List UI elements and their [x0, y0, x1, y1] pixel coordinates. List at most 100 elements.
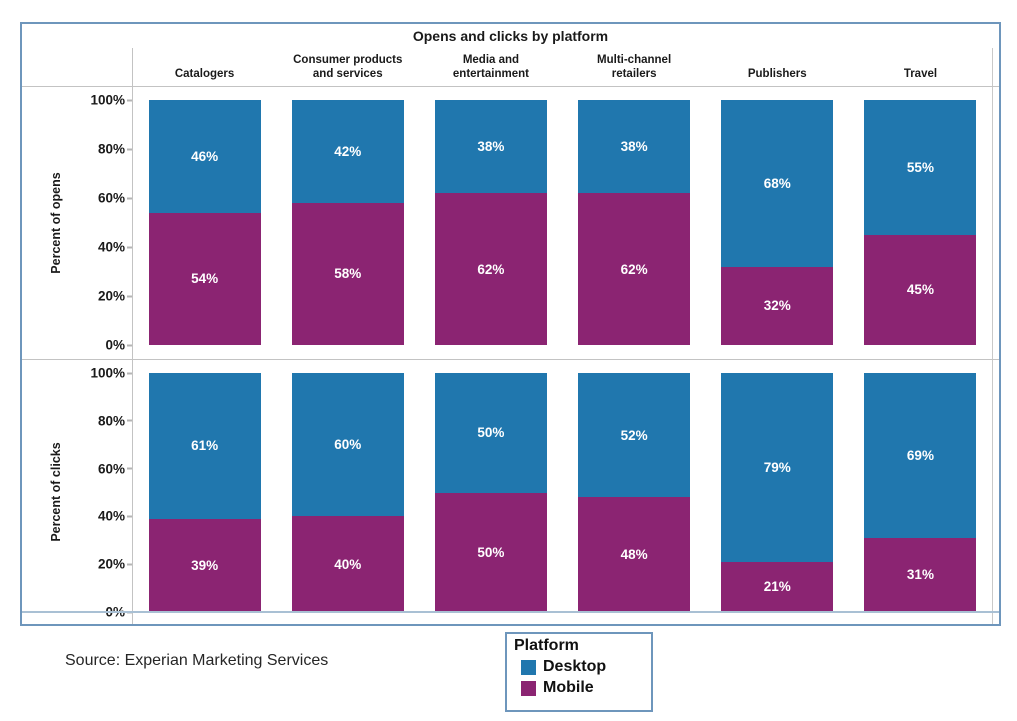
value-label: 68% [763, 175, 791, 191]
value-label: 52% [620, 427, 648, 443]
y-tick-label: 20% [97, 556, 125, 572]
mobile-color-swatch [521, 680, 536, 696]
y-tick-mark [127, 344, 132, 346]
y-tick-20: 20% [98, 557, 132, 572]
segment-desktop-catalogers: 61% [148, 373, 261, 519]
value-label: 40% [334, 556, 362, 572]
segment-mobile-catalogers: 54% [148, 212, 261, 345]
legend-box: Platform Desktop Mobile [505, 632, 653, 712]
segment-mobile-consumer-products-and-services: 40% [291, 516, 404, 612]
bar-column-publishers: 68% 32% [706, 100, 849, 345]
y-tick-label: 40% [97, 508, 125, 524]
value-label: 31% [906, 567, 934, 583]
value-label: 38% [620, 139, 648, 155]
bar-column-media-and-entertainment: 38% 62% [419, 100, 562, 345]
segment-mobile-travel: 31% [864, 537, 977, 612]
value-label: 45% [906, 282, 934, 298]
value-label: 62% [620, 261, 648, 277]
segment-mobile-multi-channel-retailers: 48% [578, 497, 691, 612]
y-tick-100: 100% [90, 366, 132, 381]
column-header-travel: Travel [903, 68, 938, 81]
bar-column-publishers: 79% 21% [706, 373, 849, 612]
value-label: 50% [477, 425, 505, 441]
bar-column-multi-channel-retailers: 52% 48% [563, 373, 706, 612]
bar-column-catalogers: 61% 39% [133, 373, 276, 612]
y-tick-label: 60% [97, 461, 125, 477]
bottom-axis-line [22, 611, 999, 613]
stacked-bar-multi-channel-retailers: 52% 48% [578, 373, 691, 612]
y-tick-label: 0% [105, 337, 125, 353]
value-label: 46% [191, 148, 219, 164]
value-label: 48% [620, 547, 648, 563]
segment-desktop-publishers: 79% [721, 373, 834, 562]
segment-desktop-multi-channel-retailers: 38% [578, 100, 691, 194]
segment-desktop-multi-channel-retailers: 52% [578, 373, 691, 498]
segment-desktop-consumer-products-and-services: 60% [291, 373, 404, 517]
stacked-bar-consumer-products-and-services: 42% 58% [291, 100, 404, 345]
segment-desktop-media-and-entertainment: 38% [434, 100, 547, 194]
segment-mobile-publishers: 21% [721, 561, 834, 612]
stacked-bar-consumer-products-and-services: 60% 40% [291, 373, 404, 612]
value-label: 60% [334, 437, 362, 453]
y-tick-20: 20% [98, 289, 132, 304]
segment-mobile-consumer-products-and-services: 58% [291, 202, 404, 345]
column-header-publishers: Publishers [747, 68, 807, 81]
bar-column-multi-channel-retailers: 38% 62% [563, 100, 706, 345]
value-label: 55% [906, 159, 934, 175]
column-header-multi-channel: Multi-channel retailers [597, 54, 672, 81]
stacked-bar-catalogers: 46% 54% [148, 100, 261, 345]
y-tick-label: 40% [97, 239, 125, 255]
value-label: 50% [477, 544, 505, 560]
y-tick-label: 60% [97, 190, 125, 206]
y-tick-mark [127, 515, 132, 518]
y-tick-label: 100% [90, 365, 125, 381]
segment-mobile-travel: 45% [864, 234, 977, 345]
y-tick-80: 80% [98, 413, 132, 428]
y-tick-mark [127, 246, 132, 248]
stacked-bar-travel: 55% 45% [864, 100, 977, 345]
stacked-bar-catalogers: 61% 39% [148, 373, 261, 612]
y-axis-line [132, 48, 133, 624]
chart-title: Opens and clicks by platform [412, 28, 609, 44]
stacked-bar-travel: 69% 31% [864, 373, 977, 612]
bar-column-travel: 69% 31% [849, 373, 992, 612]
y-tick-mark [127, 372, 132, 374]
y-tick-60: 60% [98, 461, 132, 476]
stacked-bar-multi-channel-retailers: 38% 62% [578, 100, 691, 345]
plot-area-clicks: 61% 39% 60% 40% 50% 50% 52% 48% 79% 21% 69% 31% [133, 360, 992, 624]
bar-column-media-and-entertainment: 50% 50% [419, 373, 562, 612]
value-label: 39% [191, 557, 219, 573]
panel-percent-of-clicks: Percent of clicks 100%80%60%40%20%0% 61%… [22, 360, 999, 624]
bar-column-consumer-products-and-services: 42% 58% [276, 100, 419, 345]
desktop-color-swatch [521, 659, 536, 675]
stacked-bar-media-and-entertainment: 50% 50% [434, 373, 547, 612]
legend-label-mobile: Mobile [543, 679, 594, 696]
column-header-media-entertainment: Media and entertainment [452, 54, 529, 81]
value-label: 38% [477, 139, 505, 155]
segment-desktop-publishers: 68% [721, 100, 834, 267]
value-label: 32% [763, 298, 791, 314]
header-separator-line [22, 86, 999, 87]
bar-column-consumer-products-and-services: 60% 40% [276, 373, 419, 612]
y-tick-mark [127, 99, 132, 101]
bar-column-catalogers: 46% 54% [133, 100, 276, 345]
plot-right-border [992, 48, 993, 624]
stacked-bar-publishers: 68% 32% [721, 100, 834, 345]
y-tick-100: 100% [90, 93, 132, 108]
plot-area-opens: 46% 54% 42% 58% 38% 62% 38% 62% 68% 32% 55% 45% [133, 87, 992, 359]
y-tick-80: 80% [98, 142, 132, 157]
column-headers: Catalogers Consumer products and service… [133, 48, 992, 86]
y-axis-ticks-clicks: 100%80%60%40%20%0% [22, 366, 132, 620]
value-label: 69% [906, 447, 934, 463]
y-tick-label: 80% [97, 141, 125, 157]
panel-separator-line [22, 359, 999, 360]
y-tick-mark [127, 295, 132, 297]
segment-mobile-media-and-entertainment: 50% [434, 492, 547, 612]
value-label: 21% [763, 579, 791, 595]
value-label: 42% [334, 143, 362, 159]
bar-column-travel: 55% 45% [849, 100, 992, 345]
segment-mobile-catalogers: 39% [148, 518, 261, 612]
legend-title: Platform [514, 637, 579, 654]
y-tick-0: 0% [105, 338, 132, 353]
